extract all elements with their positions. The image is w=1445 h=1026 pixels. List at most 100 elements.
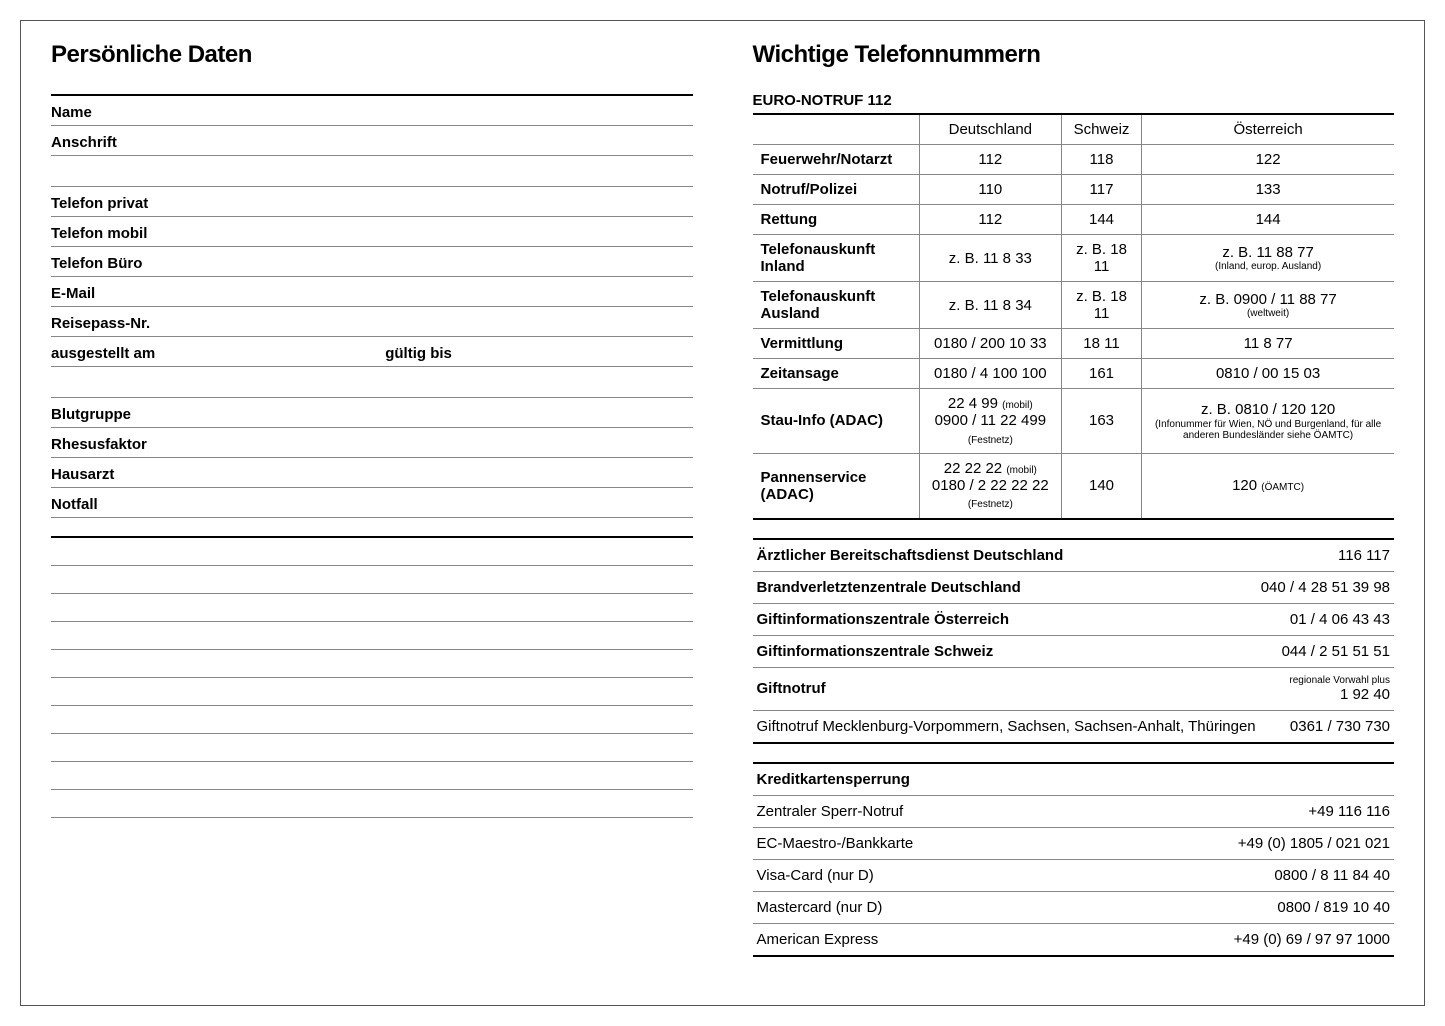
service-number: 044 / 2 51 51 51	[1282, 643, 1390, 660]
service-label: Ärztlicher Bereitschaftsdienst Deutschla…	[757, 547, 1064, 564]
card-label: Mastercard (nur D)	[757, 899, 883, 916]
cell-ch: 18 11	[1061, 329, 1141, 359]
service-row: Giftinformationszentrale Österreich01 / …	[753, 604, 1395, 636]
table-row: Telefonauskunft Inlandz. B. 11 8 33z. B.…	[753, 235, 1395, 282]
blank-row	[51, 762, 693, 790]
row-label: Telefonauskunft Ausland	[753, 282, 920, 329]
service-label: Giftnotruf	[757, 680, 826, 697]
row-label: Vermittlung	[753, 329, 920, 359]
col-header: Schweiz	[1061, 114, 1141, 145]
cell-de: 112	[919, 145, 1061, 175]
service-row: Giftinformationszentrale Schweiz 044 / 2 …	[753, 636, 1395, 668]
col-header: Österreich	[1142, 114, 1394, 145]
cell-ch: z. B. 18 11	[1061, 282, 1141, 329]
table-row: Telefonauskunft Auslandz. B. 11 8 34z. B…	[753, 282, 1395, 329]
pd-label: Anschrift	[51, 134, 117, 151]
pd-row: Notfall	[51, 488, 693, 518]
blank-row	[51, 538, 693, 566]
left-column: Persönliche Daten Name Anschrift Telefon …	[51, 41, 693, 985]
blank-row	[51, 650, 693, 678]
table-row: Notruf/Polizei110117133	[753, 175, 1395, 205]
right-title: Wichtige Telefonnummern	[753, 41, 1395, 69]
blank-row	[51, 594, 693, 622]
card-label: Zentraler Sperr-Notruf	[757, 803, 904, 820]
service-label: Giftinformationszentrale Österreich	[757, 611, 1010, 628]
card-label: Visa-Card (nur D)	[757, 867, 874, 884]
left-title: Persönliche Daten	[51, 41, 693, 69]
blank-row	[51, 566, 693, 594]
pd-label: Hausarzt	[51, 466, 114, 483]
service-label: Brandverletztenzentrale Deutschland	[757, 579, 1021, 596]
pd-label: Telefon mobil	[51, 225, 147, 242]
blank-row	[51, 678, 693, 706]
card-number: +49 116 116	[1308, 803, 1390, 820]
row-label: Feuerwehr/Notarzt	[753, 145, 920, 175]
service-number: 040 / 4 28 51 39 98	[1261, 579, 1390, 596]
service-row: Giftnotrufregionale Vorwahl plus1 92 40	[753, 668, 1395, 711]
card-row: Mastercard (nur D)0800 / 819 10 40	[753, 892, 1395, 924]
cell-at: 122	[1142, 145, 1394, 175]
pd-row: Anschrift	[51, 126, 693, 156]
cell-at: 133	[1142, 175, 1394, 205]
cards-header-row: Kreditkartensperrung	[753, 764, 1395, 796]
cell-ch: z. B. 18 11	[1061, 235, 1141, 282]
service-label: Giftnotruf Mecklenburg-Vorpommern, Sachs…	[757, 718, 1256, 735]
blank-row	[51, 706, 693, 734]
pd-row: Blutgruppe	[51, 398, 693, 428]
service-row: Ärztlicher Bereitschaftsdienst Deutschla…	[753, 540, 1395, 572]
table-row: Feuerwehr/Notarzt112118122	[753, 145, 1395, 175]
cell-de: 110	[919, 175, 1061, 205]
passport-dates-row: ausgestellt am gültig bis	[51, 337, 693, 367]
personal-fields: Name Anschrift Telefon privat Telefon mobi…	[51, 94, 693, 337]
service-label: Giftinformationszentrale Schweiz	[757, 643, 994, 660]
cell-ch: 161	[1061, 359, 1141, 389]
blank-row	[51, 734, 693, 762]
service-row: Giftnotruf Mecklenburg-Vorpommern, Sachs…	[753, 711, 1395, 742]
pd-label: Notfall	[51, 496, 98, 513]
cell-at: 0810 / 00 15 03	[1142, 359, 1394, 389]
table-row: Zeitansage0180 / 4 100 1001610810 / 00 1…	[753, 359, 1395, 389]
pd-label: Telefon Büro	[51, 255, 142, 272]
cell-de: z. B. 11 8 33	[919, 235, 1061, 282]
cell-de: 112	[919, 205, 1061, 235]
cards-block: KreditkartensperrungZentraler Sperr-Notr…	[753, 762, 1395, 957]
cell-ch: 140	[1061, 453, 1141, 518]
card-row: Zentraler Sperr-Notruf +49 116 116	[753, 796, 1395, 828]
pd-row: Telefon mobil	[51, 217, 693, 247]
row-label: Zeitansage	[753, 359, 920, 389]
card-row: EC-Maestro-/Bankkarte+49 (0) 1805 / 021 …	[753, 828, 1395, 860]
emergency-table: DeutschlandSchweizÖsterreich Feuerwehr/N…	[753, 113, 1395, 520]
pd-label: Telefon privat	[51, 195, 148, 212]
table-row: Pannenservice (ADAC)22 22 22 (mobil)0180…	[753, 453, 1395, 518]
card-label: EC-Maestro-/Bankkarte	[757, 835, 914, 852]
cell-de: z. B. 11 8 34	[919, 282, 1061, 329]
card-label: American Express	[757, 931, 879, 948]
cell-at: z. B. 0810 / 120 120(Infonummer für Wien…	[1142, 389, 1394, 454]
pd-row: Hausarzt	[51, 458, 693, 488]
cell-at: z. B. 11 88 77(Inland, europ. Ausland)	[1142, 235, 1394, 282]
service-row: Brandverletztenzentrale Deutschland 040 /…	[753, 572, 1395, 604]
card-number: +49 (0) 69 / 97 97 1000	[1234, 931, 1390, 948]
cell-at: z. B. 0900 / 11 88 77(weltweit)	[1142, 282, 1394, 329]
row-label: Notruf/Polizei	[753, 175, 920, 205]
right-column: Wichtige Telefonnummern EURO-NOTRUF 112 …	[753, 41, 1395, 985]
pd-label: Name	[51, 104, 92, 121]
pd-row	[51, 367, 693, 398]
cell-ch: 118	[1061, 145, 1141, 175]
pd-label: E-Mail	[51, 285, 95, 302]
pd-row: Reisepass-Nr.	[51, 307, 693, 337]
row-label: Pannenservice (ADAC)	[753, 453, 920, 518]
cell-de: 0180 / 4 100 100	[919, 359, 1061, 389]
card-number: 0800 / 8 11 84 40	[1274, 867, 1390, 884]
row-label: Rettung	[753, 205, 920, 235]
cell-de: 22 4 99 (mobil)0900 / 11 22 499 (Festnet…	[919, 389, 1061, 454]
blank-row	[51, 790, 693, 818]
blank-lines	[51, 536, 693, 818]
euro-header: EURO-NOTRUF 112	[753, 84, 1395, 113]
card-row: Visa-Card (nur D) 0800 / 8 11 84 40	[753, 860, 1395, 892]
cell-at: 11 8 77	[1142, 329, 1394, 359]
table-row: Stau-Info (ADAC)22 4 99 (mobil)0900 / 11…	[753, 389, 1395, 454]
pd-row: Telefon privat	[51, 187, 693, 217]
pd-label: Rhesusfaktor	[51, 436, 147, 453]
valid-label: gültig bis	[385, 345, 452, 362]
